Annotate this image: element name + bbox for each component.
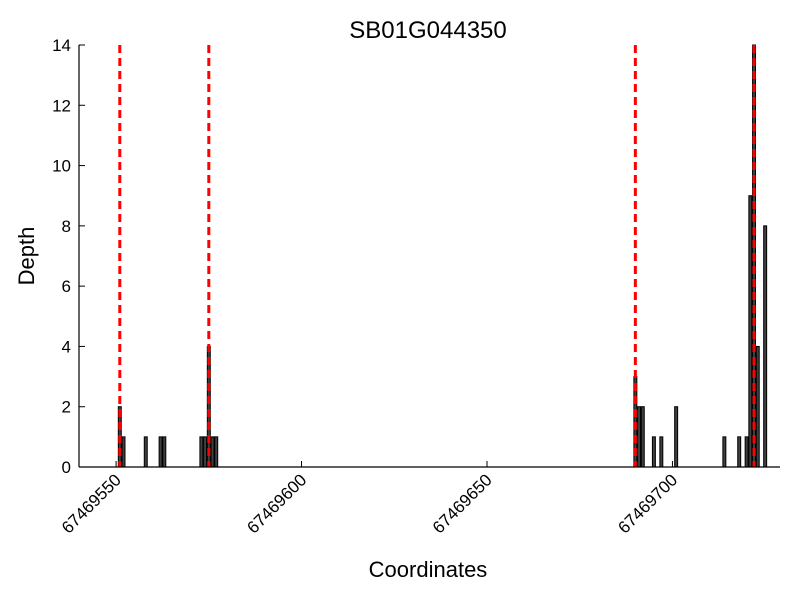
x-tick-label: 67469600 bbox=[243, 470, 310, 537]
depth-bar bbox=[722, 436, 727, 468]
chart-title: SB01G044350 bbox=[349, 17, 506, 44]
depth-bar bbox=[210, 436, 215, 468]
y-tick-label: 10 bbox=[52, 157, 71, 176]
y-tick-label: 6 bbox=[62, 277, 71, 296]
depth-bar bbox=[158, 436, 163, 468]
depth-bar bbox=[214, 436, 219, 468]
depth-bar bbox=[637, 406, 642, 468]
depth-bar bbox=[755, 345, 760, 468]
bars-layer bbox=[117, 44, 768, 468]
depth-bar bbox=[203, 436, 208, 468]
depth-bar bbox=[763, 225, 768, 468]
x-ticks: 67469550 67469600 67469650 67469700 bbox=[58, 461, 681, 537]
depth-bar bbox=[674, 406, 679, 468]
depth-bar bbox=[121, 436, 126, 468]
depth-bar bbox=[659, 436, 664, 468]
x-tick-label: 67469700 bbox=[614, 470, 681, 537]
y-tick-label: 12 bbox=[52, 96, 71, 115]
depth-bar bbox=[748, 195, 753, 468]
y-tick-label: 8 bbox=[62, 217, 71, 236]
y-tick-label: 2 bbox=[62, 398, 71, 417]
y-tick-label: 14 bbox=[52, 36, 71, 55]
y-tick-label: 0 bbox=[62, 458, 71, 477]
depth-bar bbox=[651, 436, 656, 468]
depth-bar bbox=[162, 436, 167, 468]
depth-bar bbox=[143, 436, 148, 468]
y-axis-label: Depth bbox=[14, 227, 39, 286]
y-ticks: 0 2 4 6 8 10 12 14 bbox=[52, 36, 85, 477]
depth-bar bbox=[199, 436, 204, 468]
depth-bar bbox=[744, 436, 749, 468]
x-tick-label: 67469650 bbox=[429, 470, 496, 537]
depth-bar bbox=[640, 406, 645, 468]
depth-bar bbox=[737, 436, 742, 468]
marker-lines-layer bbox=[118, 45, 756, 467]
y-tick-label: 4 bbox=[62, 337, 71, 356]
x-tick-label: 67469550 bbox=[58, 470, 125, 537]
axes bbox=[78, 45, 780, 468]
x-axis-label: Coordinates bbox=[369, 557, 488, 582]
